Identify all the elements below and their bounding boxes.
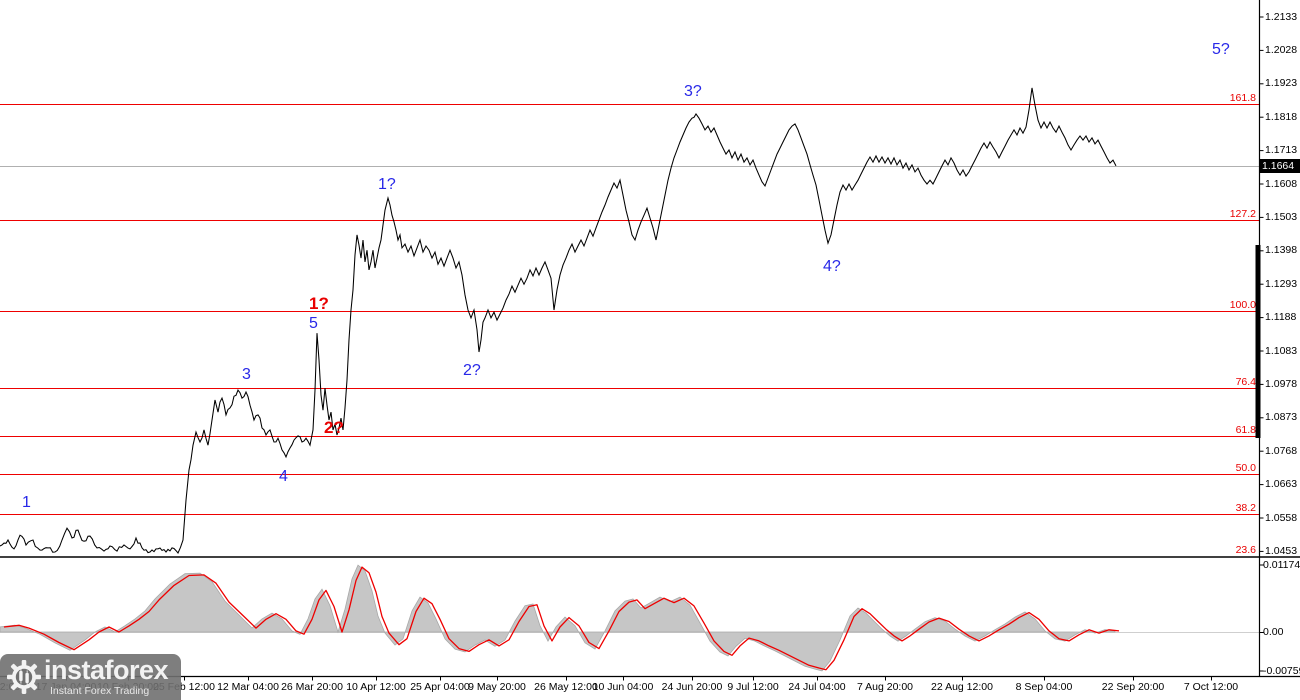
fib-level-label: 161.8: [1229, 92, 1256, 104]
current-price-badge: 1.1664: [1259, 159, 1300, 173]
fib-level-label: 127.2: [1229, 208, 1256, 220]
instaforex-gear-icon: [7, 660, 41, 694]
fib-level-label: 38.2: [1235, 502, 1256, 514]
price-series-line: [0, 87, 1117, 554]
fib-level-label: 100.0: [1229, 299, 1256, 311]
watermark-title: instaforex: [44, 655, 169, 685]
fib-level-label: 23.6: [1235, 544, 1256, 556]
fib-level-label: 61.8: [1235, 424, 1256, 436]
axis-vertical-marker: [1255, 245, 1261, 438]
fib-level-label: 50.0: [1235, 462, 1256, 474]
fib-level-label: 76.4: [1235, 376, 1256, 388]
instaforex-watermark: instaforex Instant Forex Trading: [0, 654, 181, 700]
oscillator-signal-line: [3, 566, 1120, 671]
main-panel-overlay: 161.8 127.2 100.0 76.4 61.8 50.0 38.2 23.6: [1229, 92, 1256, 556]
watermark-subtitle: Instant Forex Trading: [50, 685, 150, 697]
